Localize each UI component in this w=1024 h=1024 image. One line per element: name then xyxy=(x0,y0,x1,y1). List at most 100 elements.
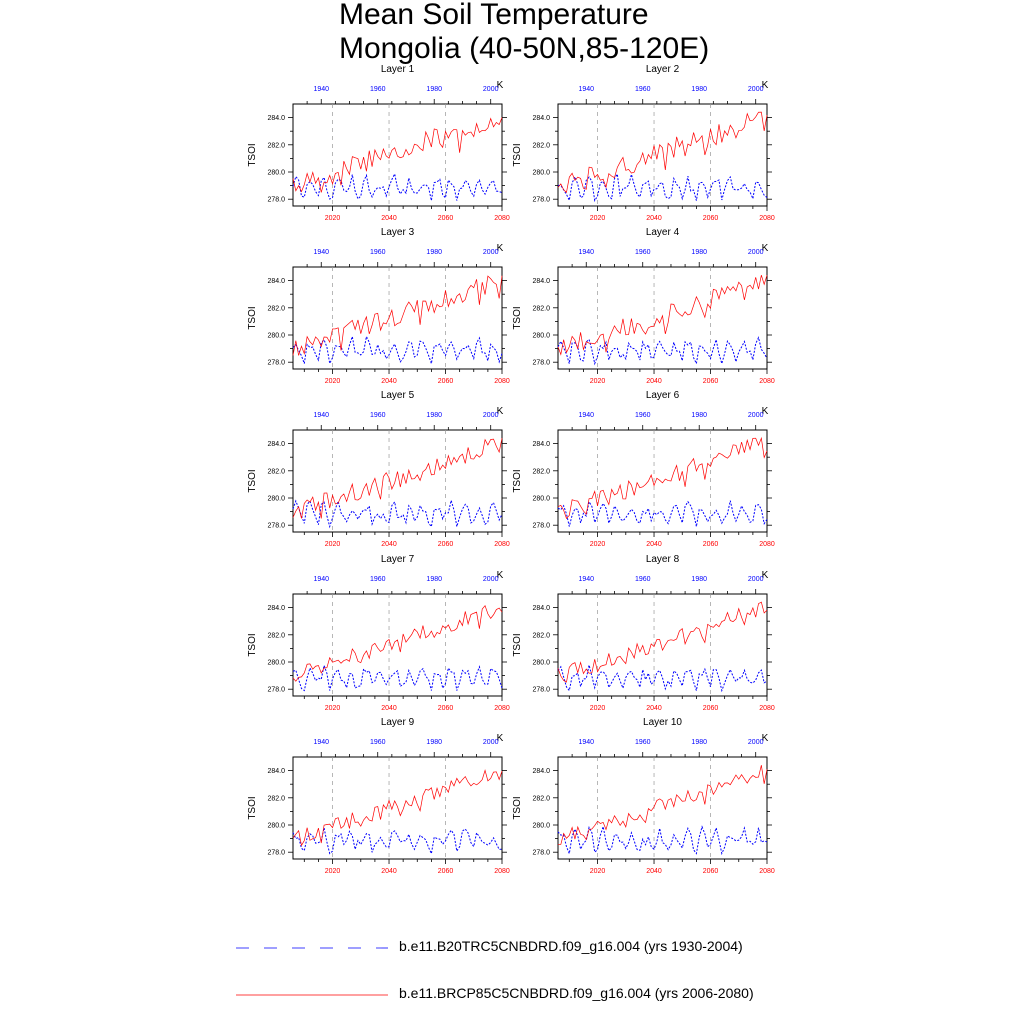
top-tick-label: 2000 xyxy=(748,86,764,93)
series-line-historical xyxy=(557,172,768,202)
bottom-tick-label: 2060 xyxy=(703,215,719,222)
panel-frame xyxy=(557,429,768,533)
bottom-tick-label: 2040 xyxy=(381,378,397,385)
bottom-tick-label: 2020 xyxy=(325,868,341,875)
panel-frame xyxy=(292,103,503,207)
series-line-historical xyxy=(292,172,503,201)
top-tick-label: 2000 xyxy=(748,412,764,419)
top-tick-label: 2000 xyxy=(748,249,764,256)
y-tick-label: 278.0 xyxy=(532,523,550,530)
top-tick-label: 1940 xyxy=(578,412,594,419)
series-line-rcp85 xyxy=(557,275,768,356)
units-label: K xyxy=(762,406,769,417)
y-tick-label: 284.0 xyxy=(267,441,285,448)
bottom-tick-label: 2040 xyxy=(381,705,397,712)
series-line-historical xyxy=(557,336,768,366)
top-tick-label: 1980 xyxy=(691,576,707,583)
y-tick-label: 278.0 xyxy=(267,360,285,367)
bottom-tick-label: 2040 xyxy=(646,541,662,548)
bottom-tick-label: 2060 xyxy=(438,868,454,875)
panel-title: Layer 3 xyxy=(381,227,415,238)
top-tick-label: 1960 xyxy=(635,86,651,93)
series-line-historical xyxy=(557,500,768,527)
bottom-tick-label: 2040 xyxy=(381,541,397,548)
top-tick-label: 2000 xyxy=(483,249,499,256)
units-label: K xyxy=(762,243,769,254)
units-label: K xyxy=(497,80,504,91)
series-line-rcp85 xyxy=(557,765,768,845)
panel-layer-4: Layer 4 K TSOI 2020 2040 2060 2080 1940 1960 1980… xyxy=(512,227,775,385)
bottom-tick-label: 2060 xyxy=(703,868,719,875)
top-tick-label: 1940 xyxy=(313,412,329,419)
y-tick-label: 280.0 xyxy=(267,170,285,177)
top-tick-label: 2000 xyxy=(483,412,499,419)
y-tick-label: 282.0 xyxy=(532,632,550,639)
top-tick-label: 1980 xyxy=(691,412,707,419)
panel-layer-2: Layer 2 K TSOI 2020 2040 2060 2080 1940 1960 1980… xyxy=(512,64,775,222)
series-line-historical xyxy=(292,663,503,692)
panel-frame xyxy=(292,266,503,370)
legend-label-historical: b.e11.B20TRC5CNBDRD.f09_g16.004 (yrs 193… xyxy=(399,938,743,954)
y-tick-label: 282.0 xyxy=(532,142,550,149)
panel-title: Layer 9 xyxy=(381,717,415,728)
y-tick-label: 282.0 xyxy=(267,305,285,312)
top-tick-label: 1940 xyxy=(313,576,329,583)
y-tick-label: 282.0 xyxy=(267,142,285,149)
bottom-tick-label: 2020 xyxy=(590,541,606,548)
y-tick-label: 280.0 xyxy=(267,660,285,667)
top-tick-label: 1960 xyxy=(635,739,651,746)
top-tick-label: 1960 xyxy=(370,249,386,256)
bottom-tick-label: 2080 xyxy=(494,378,510,385)
units-label: K xyxy=(497,570,504,581)
bottom-tick-label: 2080 xyxy=(759,868,775,875)
panel-frame xyxy=(557,756,768,860)
series-line-rcp85 xyxy=(557,111,768,194)
y-tick-label: 284.0 xyxy=(532,605,550,612)
top-tick-label: 2000 xyxy=(483,86,499,93)
top-tick-label: 1960 xyxy=(635,249,651,256)
series-line-historical xyxy=(292,827,503,856)
top-tick-label: 1940 xyxy=(313,739,329,746)
bottom-tick-label: 2080 xyxy=(494,705,510,712)
y-axis-label: TSOI xyxy=(247,469,258,492)
series-line-historical xyxy=(292,498,503,529)
y-axis-label: TSOI xyxy=(512,633,523,656)
panel-layer-6: Layer 6 K TSOI 2020 2040 2060 2080 1940 1960 1980… xyxy=(512,390,775,548)
top-tick-label: 1980 xyxy=(691,86,707,93)
top-tick-label: 1940 xyxy=(313,86,329,93)
bottom-tick-label: 2040 xyxy=(646,868,662,875)
top-tick-label: 1980 xyxy=(426,249,442,256)
y-axis-label: TSOI xyxy=(247,633,258,656)
top-tick-label: 1960 xyxy=(370,412,386,419)
y-tick-label: 280.0 xyxy=(267,496,285,503)
units-label: K xyxy=(497,406,504,417)
panel-layer-8: Layer 8 K TSOI 2020 2040 2060 2080 1940 1960 1980… xyxy=(512,554,775,712)
bottom-tick-label: 2020 xyxy=(590,378,606,385)
top-tick-label: 1980 xyxy=(426,86,442,93)
panel-title: Layer 1 xyxy=(381,64,415,75)
top-tick-label: 1980 xyxy=(426,739,442,746)
panel-frame xyxy=(557,266,768,370)
y-tick-label: 278.0 xyxy=(532,360,550,367)
bottom-tick-label: 2080 xyxy=(759,215,775,222)
units-label: K xyxy=(497,243,504,254)
bottom-tick-label: 2040 xyxy=(381,215,397,222)
y-tick-label: 284.0 xyxy=(267,278,285,285)
top-tick-label: 1960 xyxy=(370,86,386,93)
bottom-tick-label: 2040 xyxy=(646,705,662,712)
top-tick-label: 1960 xyxy=(635,412,651,419)
panel-frame xyxy=(292,429,503,533)
legend-label-rcp85: b.e11.BRCP85C5CNBDRD.f09_g16.004 (yrs 20… xyxy=(399,985,754,1001)
units-label: K xyxy=(497,733,504,744)
bottom-tick-label: 2080 xyxy=(494,215,510,222)
y-tick-label: 284.0 xyxy=(532,768,550,775)
bottom-tick-label: 2020 xyxy=(590,705,606,712)
bottom-tick-label: 2060 xyxy=(438,541,454,548)
bottom-tick-label: 2060 xyxy=(703,541,719,548)
series-line-rcp85 xyxy=(292,117,503,193)
bottom-tick-label: 2040 xyxy=(646,378,662,385)
top-tick-label: 1960 xyxy=(370,739,386,746)
bottom-tick-label: 2080 xyxy=(759,541,775,548)
bottom-tick-label: 2080 xyxy=(759,705,775,712)
